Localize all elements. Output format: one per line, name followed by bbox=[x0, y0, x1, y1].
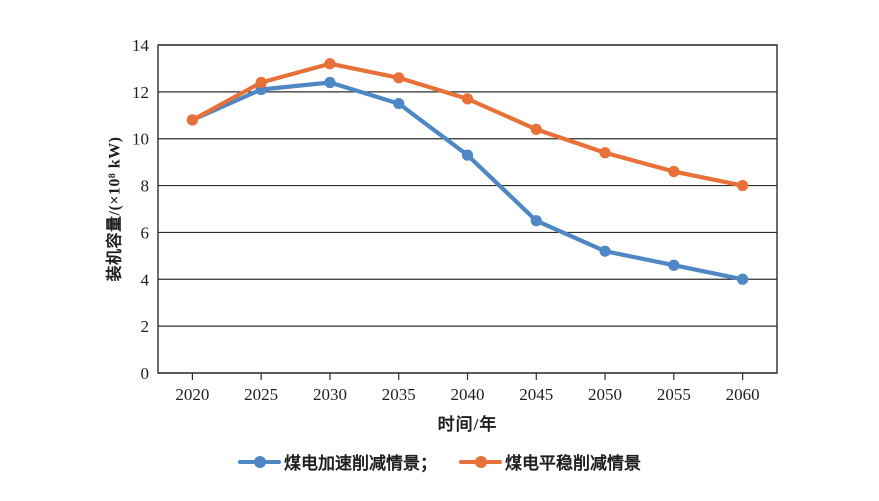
svg-text:10: 10 bbox=[132, 130, 149, 149]
legend: 煤电加速削减情景； 煤电平稳削减情景 bbox=[0, 449, 879, 474]
svg-text:14: 14 bbox=[132, 36, 150, 55]
svg-text:0: 0 bbox=[141, 364, 150, 383]
svg-text:2: 2 bbox=[141, 317, 150, 336]
legend-label-steady: 煤电平稳削减情景 bbox=[505, 454, 641, 473]
svg-text:2035: 2035 bbox=[382, 385, 416, 404]
svg-text:2020: 2020 bbox=[175, 385, 209, 404]
svg-text:2030: 2030 bbox=[313, 385, 347, 404]
svg-text:12: 12 bbox=[132, 83, 149, 102]
accelerated-series-line-icon bbox=[238, 455, 281, 468]
legend-label-accelerated: 煤电加速削减情景； bbox=[284, 454, 437, 473]
svg-text:2060: 2060 bbox=[726, 385, 760, 404]
svg-text:2040: 2040 bbox=[451, 385, 485, 404]
steady-series-line-icon bbox=[459, 455, 502, 468]
legend-item-accelerated: 煤电加速削减情景； bbox=[238, 449, 437, 474]
svg-text:8: 8 bbox=[141, 177, 150, 196]
accelerated-series-marker-icon bbox=[253, 455, 266, 468]
legend-item-steady: 煤电平稳削减情景 bbox=[459, 449, 641, 474]
svg-text:6: 6 bbox=[141, 223, 150, 242]
x-axis-title: 时间/年 bbox=[437, 415, 498, 434]
svg-text:2050: 2050 bbox=[588, 385, 622, 404]
svg-text:4: 4 bbox=[141, 270, 150, 289]
steady-series-marker-icon bbox=[474, 455, 487, 468]
svg-text:2025: 2025 bbox=[244, 385, 278, 404]
svg-text:2055: 2055 bbox=[657, 385, 691, 404]
svg-text:2045: 2045 bbox=[519, 385, 553, 404]
